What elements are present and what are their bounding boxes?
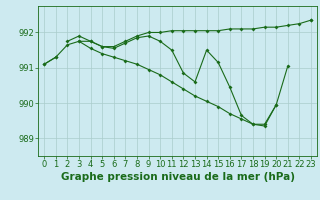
X-axis label: Graphe pression niveau de la mer (hPa): Graphe pression niveau de la mer (hPa) [60, 172, 295, 182]
